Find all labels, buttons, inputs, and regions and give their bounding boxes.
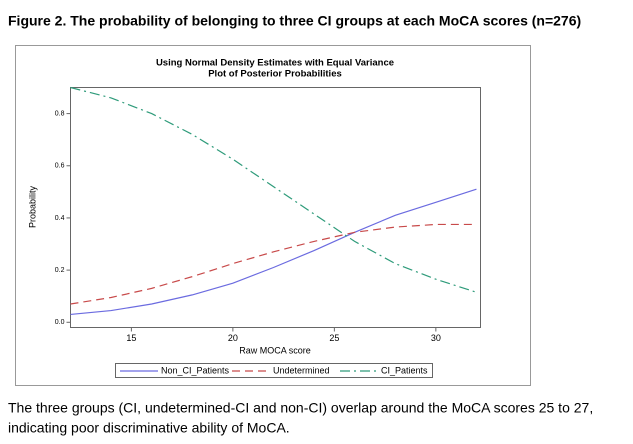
legend-label: CI_Patients [381, 365, 428, 375]
legend-box [115, 363, 433, 378]
x-axis-label: Raw MOCA score [239, 345, 311, 355]
caption-line: indicating poor discriminative ability o… [8, 420, 290, 436]
figure-title: Figure 2. The probability of belonging t… [8, 13, 581, 29]
plot-area [70, 87, 481, 328]
y-tick-label: 0.8 [55, 110, 65, 117]
x-tick-label: 25 [329, 333, 339, 343]
y-tick-label: 0.0 [55, 319, 65, 326]
chart-frame [15, 45, 531, 386]
y-tick-label: 0.2 [55, 267, 65, 274]
series-line [70, 86, 477, 293]
legend-label: Non_CI_Patients [161, 365, 230, 375]
chart-title: Using Normal Density Estimates with Equa… [156, 58, 394, 69]
x-tick-label: 15 [126, 333, 136, 343]
x-tick-label: 30 [431, 333, 441, 343]
legend-label: Undetermined [273, 365, 330, 375]
series-line [70, 223, 477, 305]
y-axis-label: Probability [27, 185, 37, 228]
chart-subtitle: Plot of Posterior Probabilities [208, 69, 342, 80]
y-tick-label: 0.4 [55, 215, 65, 222]
series-line [70, 188, 477, 316]
y-tick-label: 0.6 [55, 163, 65, 170]
x-tick-label: 20 [228, 333, 238, 343]
caption-line: The three groups (CI, undetermined-CI an… [8, 400, 593, 416]
